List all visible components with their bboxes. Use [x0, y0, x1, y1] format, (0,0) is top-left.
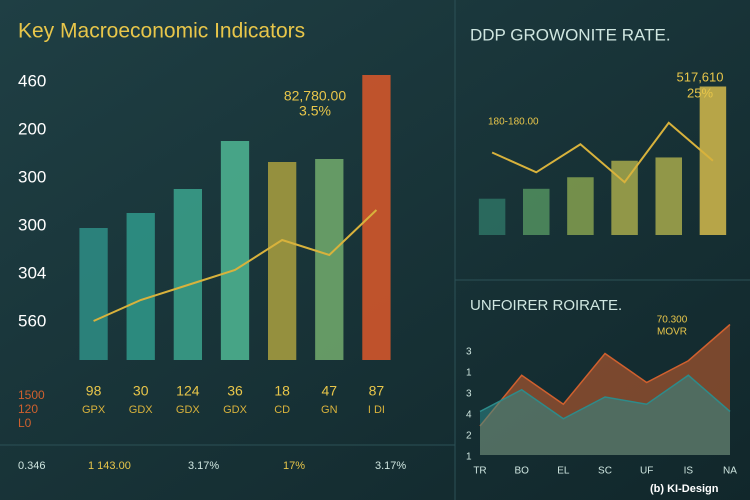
bar	[315, 159, 344, 360]
stat-value: 3.17%	[188, 460, 219, 472]
bar	[362, 75, 391, 360]
bar	[79, 228, 108, 360]
bar	[126, 213, 155, 360]
annotation: 70.300	[657, 315, 688, 326]
x-tick-label: GDX	[223, 404, 248, 416]
stat-value: 17%	[283, 460, 305, 472]
bar-label: 87	[369, 383, 385, 399]
side-label: 2	[466, 431, 472, 442]
side-label: L0	[18, 416, 32, 430]
bar	[611, 160, 638, 235]
bar	[655, 157, 682, 235]
bar	[268, 162, 297, 360]
line	[491, 121, 714, 184]
side-label: 1	[466, 452, 472, 463]
annotation: 25%	[687, 85, 713, 100]
annotation: 3.5%	[299, 103, 331, 119]
bar-label: 18	[274, 383, 290, 399]
bar	[173, 189, 202, 360]
x-tick-label: UF	[640, 466, 653, 477]
x-tick-label: SC	[598, 466, 612, 477]
bar	[523, 188, 550, 235]
x-tick-label: NA	[723, 466, 737, 477]
x-tick-label: TR	[473, 466, 486, 477]
side-label: 3	[466, 389, 472, 400]
side-label: 560	[18, 311, 46, 330]
x-tick-label: GN	[321, 404, 338, 416]
area	[480, 375, 730, 455]
x-tick-label: CD	[274, 404, 290, 416]
bar-label: 30	[133, 383, 149, 399]
x-tick-label: GDX	[129, 404, 154, 416]
x-tick-label: GPX	[82, 404, 106, 416]
side-label: 1500	[18, 388, 45, 402]
line	[479, 323, 731, 427]
line	[479, 374, 731, 420]
x-tick-label: EL	[557, 466, 570, 477]
side-label: 200	[18, 119, 46, 138]
x-tick-label: I DI	[368, 404, 385, 416]
x-tick-label: GDX	[176, 404, 201, 416]
bar-label: 124	[176, 383, 200, 399]
bar	[567, 177, 594, 235]
bar-label: 36	[227, 383, 243, 399]
bar-label: 47	[321, 383, 337, 399]
side-label: 304	[18, 263, 46, 282]
stat-value: 0.346	[18, 460, 46, 472]
stat-value: 1 143.00	[88, 460, 131, 472]
bar	[220, 141, 250, 360]
x-tick-label: BO	[514, 466, 529, 477]
side-label: 300	[18, 167, 46, 186]
line	[93, 209, 378, 322]
side-label: 4	[466, 410, 472, 421]
side-label: 120	[18, 402, 38, 416]
chart-title: DDP GROWONITE RATE.	[470, 25, 671, 44]
annotation: MOVR	[657, 327, 687, 338]
credit: (b) KI-Design	[650, 483, 719, 495]
x-tick-label: IS	[684, 466, 694, 477]
chart-title: UNFOIRER ROIRATE.	[470, 297, 622, 314]
stat-value: 3.17%	[375, 460, 406, 472]
annotation: 180-180.00	[488, 117, 539, 128]
bar	[478, 198, 506, 235]
annotation: 82,780.00	[284, 88, 346, 104]
annotation: 517,610	[677, 69, 724, 84]
side-label: 300	[18, 215, 46, 234]
bar-label: 98	[86, 383, 102, 399]
side-label: 1	[466, 368, 472, 379]
chart-title: Key Macroeconomic Indicators	[18, 20, 305, 43]
side-label: 3	[466, 347, 472, 358]
side-label: 460	[18, 71, 46, 90]
